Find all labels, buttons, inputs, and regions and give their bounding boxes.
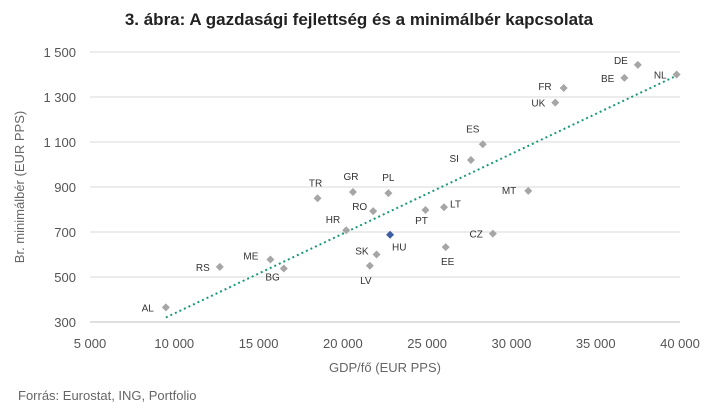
point-label-hu: HU [392, 243, 406, 254]
data-point-sk [372, 250, 381, 259]
point-label-uk: UK [531, 99, 545, 110]
point-label-cz: CZ [470, 230, 483, 241]
point-label-nl: NL [654, 71, 667, 82]
data-point-hu [386, 230, 395, 239]
point-label-de: DE [614, 56, 628, 67]
point-label-be: BE [601, 74, 615, 85]
x-tick-label: 10 000 [154, 336, 194, 351]
point-label-mt: MT [502, 186, 516, 197]
x-tick-label: 5 000 [74, 336, 107, 351]
point-label-lv: LV [360, 276, 372, 287]
data-point-rs [215, 262, 224, 271]
point-label-me: ME [243, 251, 258, 262]
data-point-me [266, 255, 275, 264]
point-label-gr: GR [343, 172, 358, 183]
point-label-pt: PT [415, 216, 428, 227]
point-label-si: SI [450, 154, 459, 165]
data-point-tr [313, 194, 322, 203]
data-point-hr [342, 226, 351, 235]
x-tick-label: 25 000 [407, 336, 447, 351]
point-label-tr: TR [309, 178, 322, 189]
chart-title: 3. ábra: A gazdasági fejlettség és a min… [124, 10, 594, 29]
y-tick-label: 500 [54, 270, 76, 285]
point-label-ro: RO [352, 202, 367, 213]
source-note: Forrás: Eurostat, ING, Portfolio [18, 388, 197, 403]
point-label-ee: EE [441, 257, 455, 268]
x-axis-label: GDP/fő (EUR PPS) [329, 360, 441, 375]
data-point-si [466, 156, 475, 164]
y-tick-label: 1 300 [43, 90, 76, 105]
data-point-pt [421, 205, 430, 214]
point-label-rs: RS [196, 263, 210, 274]
trendline [165, 74, 678, 319]
x-tick-label: 15 000 [239, 336, 279, 351]
data-point-ro [369, 207, 378, 216]
y-axis-label: Br. minimálbér (EUR PPS) [12, 111, 27, 263]
point-label-pl: PL [382, 173, 395, 184]
point-label-al: AL [142, 303, 155, 314]
y-tick-label: 1 100 [43, 135, 76, 150]
y-tick-label: 300 [54, 315, 76, 330]
data-point-al [161, 303, 170, 312]
data-point-cz [488, 229, 497, 238]
point-label-sk: SK [355, 247, 369, 258]
point-label-es: ES [466, 124, 480, 135]
data-point-es [478, 140, 487, 149]
data-point-gr [348, 187, 357, 196]
data-point-fr [559, 84, 568, 92]
x-tick-label: 35 000 [576, 336, 616, 351]
point-label-lt: LT [450, 199, 461, 210]
data-point-pl [384, 189, 393, 198]
x-tick-label: 40 000 [660, 336, 700, 351]
data-point-bg [279, 264, 288, 273]
point-label-hr: HR [326, 215, 340, 226]
data-point-lt [440, 203, 448, 212]
data-point-ee [441, 243, 450, 252]
data-point-nl [672, 70, 681, 79]
x-tick-label: 20 000 [323, 336, 363, 351]
y-tick-label: 1 500 [43, 45, 76, 60]
data-point-mt [524, 186, 533, 195]
x-tick-label: 30 000 [492, 336, 532, 351]
data-point-de [633, 60, 642, 69]
data-point-lv [365, 261, 374, 270]
point-label-fr: FR [538, 82, 551, 93]
data-point-uk [551, 98, 560, 107]
data-point-be [620, 73, 629, 82]
y-tick-label: 700 [54, 225, 76, 240]
point-label-bg: BG [265, 272, 280, 283]
y-tick-label: 900 [54, 180, 76, 195]
